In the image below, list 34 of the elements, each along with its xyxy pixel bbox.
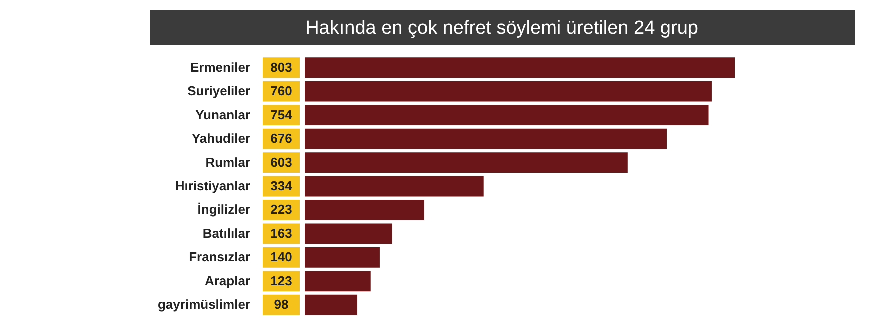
- bar: [305, 105, 709, 126]
- data-label: 803: [270, 60, 292, 75]
- data-label: 676: [270, 131, 292, 146]
- bar: [305, 224, 392, 244]
- y-tick-label: Araplar: [204, 273, 250, 288]
- bar: [305, 81, 712, 102]
- data-label: 223: [270, 202, 292, 218]
- y-tick-label: Yunanlar: [196, 107, 250, 122]
- data-label: 603: [270, 154, 292, 170]
- data-label: 140: [270, 250, 292, 265]
- bar: [305, 128, 667, 150]
- data-label: 760: [270, 84, 292, 99]
- y-tick-label: Yahudiler: [192, 131, 250, 146]
- bar: [305, 271, 371, 292]
- bar: [305, 152, 628, 173]
- bar: [305, 294, 358, 316]
- data-label: 754: [270, 107, 294, 122]
- chart-title: Hakında en çok nefret söylemi üretilen 24 grup: [306, 18, 698, 39]
- data-label: 163: [270, 226, 292, 241]
- data-label: 334: [270, 178, 294, 194]
- data-label: 123: [270, 273, 292, 288]
- y-tick-label: Hıristiyanlar: [175, 178, 250, 194]
- bar: [305, 247, 380, 268]
- y-tick-label: Ermeniler: [190, 60, 250, 75]
- y-tick-label: Rumlar: [206, 154, 250, 170]
- y-tick-label: gayrimüslimler: [158, 297, 250, 312]
- bar: [305, 200, 424, 220]
- y-tick-label: Batılılar: [202, 226, 250, 241]
- bar: [305, 176, 484, 197]
- data-label: 98: [274, 297, 289, 312]
- y-tick-label: Fransızlar: [189, 250, 250, 265]
- bar: [305, 58, 735, 78]
- y-tick-label: İngilizler: [198, 202, 250, 218]
- y-tick-label: Suriyeliler: [188, 84, 250, 99]
